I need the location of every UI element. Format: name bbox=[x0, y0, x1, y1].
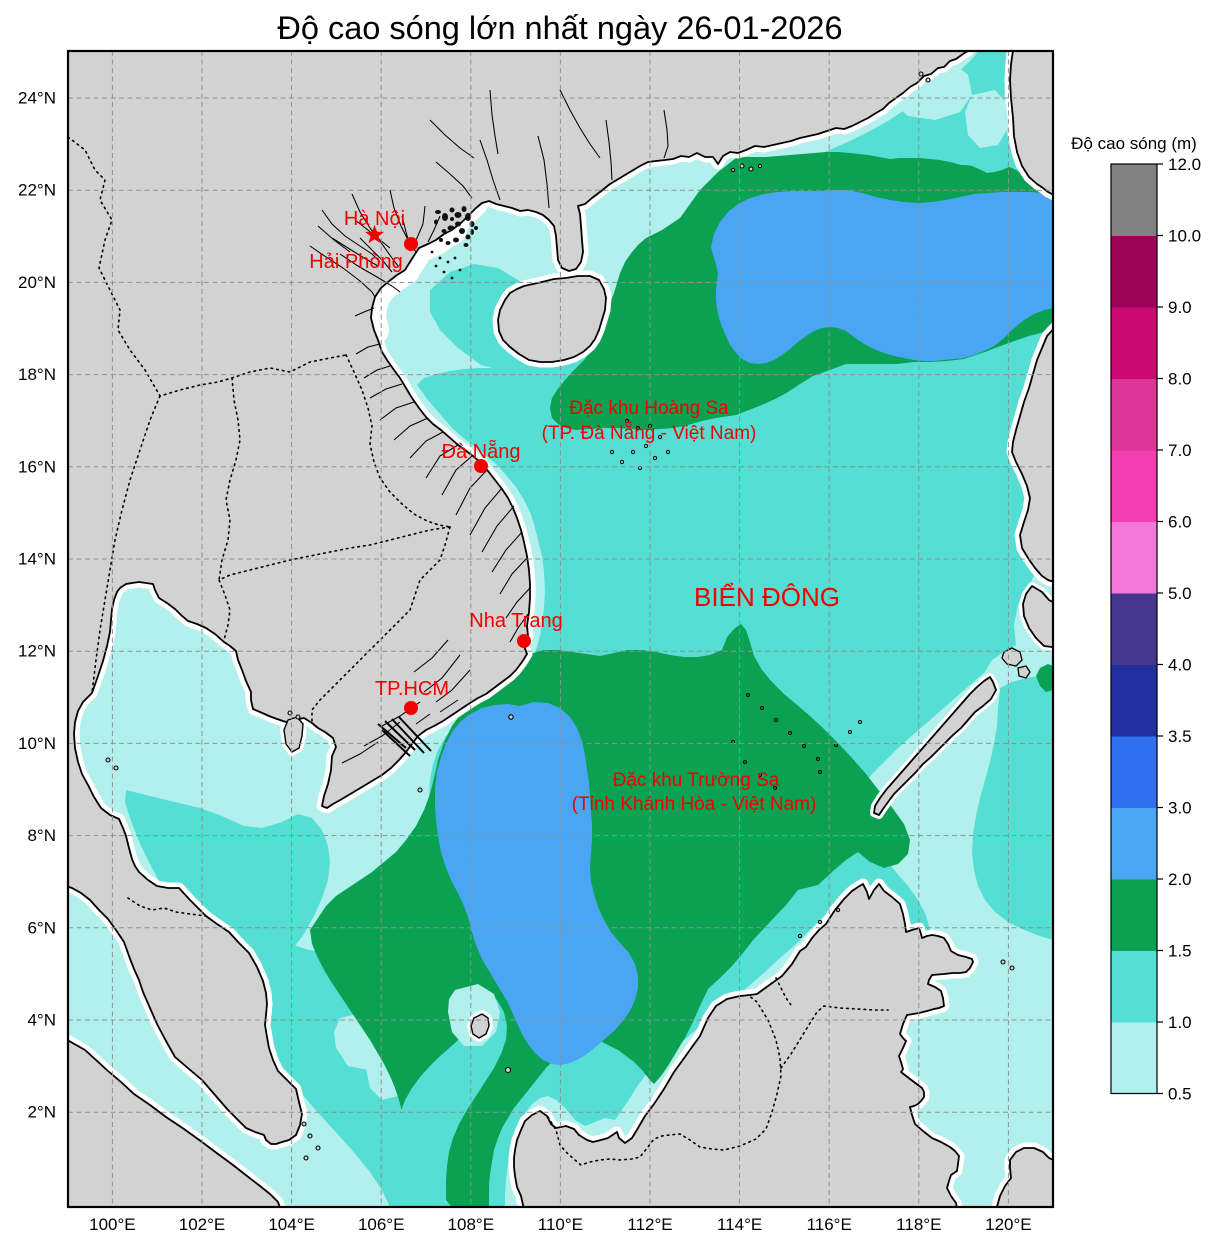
svg-text:9.0: 9.0 bbox=[1168, 298, 1192, 317]
svg-text:Đà Nẵng: Đà Nẵng bbox=[442, 440, 521, 463]
svg-text:5.0: 5.0 bbox=[1168, 584, 1192, 603]
svg-text:8°N: 8°N bbox=[27, 826, 56, 845]
svg-text:24°N: 24°N bbox=[18, 89, 56, 108]
svg-text:7.0: 7.0 bbox=[1168, 441, 1192, 460]
svg-text:16°N: 16°N bbox=[18, 457, 56, 476]
svg-text:1.5: 1.5 bbox=[1168, 942, 1192, 961]
svg-text:Hải Phòng: Hải Phòng bbox=[309, 251, 402, 273]
svg-text:Đặc khu Hoàng Sa: Đặc khu Hoàng Sa bbox=[569, 398, 729, 419]
svg-text:4.0: 4.0 bbox=[1168, 656, 1192, 675]
svg-text:18°N: 18°N bbox=[18, 365, 56, 384]
svg-text:104°E: 104°E bbox=[268, 1215, 315, 1234]
svg-text:(TP. Đà Nẵng - Việt Nam): (TP. Đà Nẵng - Việt Nam) bbox=[542, 423, 757, 444]
svg-text:2°N: 2°N bbox=[27, 1103, 56, 1122]
svg-text:TP.HCM: TP.HCM bbox=[375, 678, 449, 700]
svg-text:Nha Trang: Nha Trang bbox=[469, 610, 562, 632]
svg-text:3.5: 3.5 bbox=[1168, 727, 1192, 746]
svg-text:Hà Nội: Hà Nội bbox=[344, 208, 405, 230]
svg-text:120°E: 120°E bbox=[985, 1215, 1032, 1234]
svg-text:1.0: 1.0 bbox=[1168, 1013, 1192, 1032]
svg-text:3.0: 3.0 bbox=[1168, 799, 1192, 818]
svg-text:12.0: 12.0 bbox=[1168, 155, 1201, 174]
svg-text:12°N: 12°N bbox=[18, 642, 56, 661]
svg-text:Độ cao sóng (m): Độ cao sóng (m) bbox=[1071, 134, 1197, 153]
svg-text:22°N: 22°N bbox=[18, 181, 56, 200]
svg-text:102°E: 102°E bbox=[179, 1215, 226, 1234]
svg-text:Độ cao sóng lớn nhất ngày 26-0: Độ cao sóng lớn nhất ngày 26-01-2026 bbox=[277, 10, 842, 46]
svg-text:Đặc khu Trường Sa: Đặc khu Trường Sa bbox=[613, 770, 780, 791]
svg-text:8.0: 8.0 bbox=[1168, 370, 1192, 389]
svg-text:0.5: 0.5 bbox=[1168, 1085, 1192, 1104]
svg-text:106°E: 106°E bbox=[358, 1215, 405, 1234]
svg-text:110°E: 110°E bbox=[538, 1215, 583, 1234]
svg-text:14°N: 14°N bbox=[18, 550, 56, 569]
svg-text:4°N: 4°N bbox=[27, 1011, 56, 1030]
svg-text:2.0: 2.0 bbox=[1168, 870, 1192, 889]
svg-text:10°N: 10°N bbox=[18, 734, 56, 753]
svg-text:6°N: 6°N bbox=[27, 918, 56, 937]
svg-text:114°E: 114°E bbox=[717, 1215, 762, 1234]
svg-text:10.0: 10.0 bbox=[1168, 227, 1201, 246]
svg-text:116°E: 116°E bbox=[807, 1215, 852, 1234]
svg-text:(Tỉnh Khánh Hòa - Việt Nam): (Tỉnh Khánh Hòa - Việt Nam) bbox=[572, 794, 817, 815]
svg-text:6.0: 6.0 bbox=[1168, 513, 1192, 532]
svg-text:118°E: 118°E bbox=[896, 1215, 941, 1234]
svg-text:20°N: 20°N bbox=[18, 273, 56, 292]
svg-text:112°E: 112°E bbox=[627, 1215, 672, 1234]
svg-text:BIỂN ĐÔNG: BIỂN ĐÔNG bbox=[694, 582, 840, 612]
svg-text:108°E: 108°E bbox=[448, 1215, 495, 1234]
svg-text:100°E: 100°E bbox=[89, 1215, 136, 1234]
